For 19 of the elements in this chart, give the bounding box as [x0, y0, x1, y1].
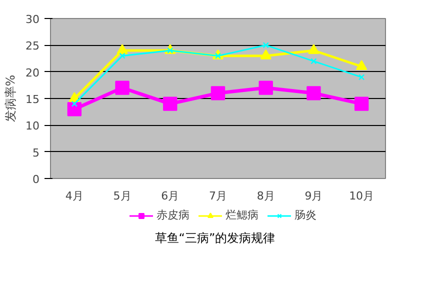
x-tick-label: 5月	[113, 190, 132, 202]
y-tick-label: 10	[26, 120, 40, 133]
text: 草鱼“三病”的发病规律	[154, 230, 276, 247]
x-tick-label: 6月	[161, 190, 180, 202]
x-tick-label: 9月	[304, 190, 323, 202]
x-tick-label: 4月	[65, 190, 84, 202]
y-tick-label: 25	[26, 40, 40, 53]
legend-label: 肠炎	[294, 208, 316, 222]
y-tick-label: 15	[26, 93, 40, 106]
x-tick-label: 7月	[209, 190, 227, 202]
legend-label: 赤皮病	[156, 208, 190, 222]
y-tick-label: 20	[26, 66, 40, 80]
y-axis-title: 发病率%	[4, 74, 18, 122]
y-tick-label: 0	[32, 173, 40, 186]
x-tick-label: 10月	[349, 190, 374, 202]
y-tick-label: 5	[32, 146, 40, 160]
y-tick-label: 30	[26, 13, 40, 26]
legend-label: 烂鳃病	[226, 208, 258, 222]
x-tick-label: 8月	[256, 190, 275, 202]
